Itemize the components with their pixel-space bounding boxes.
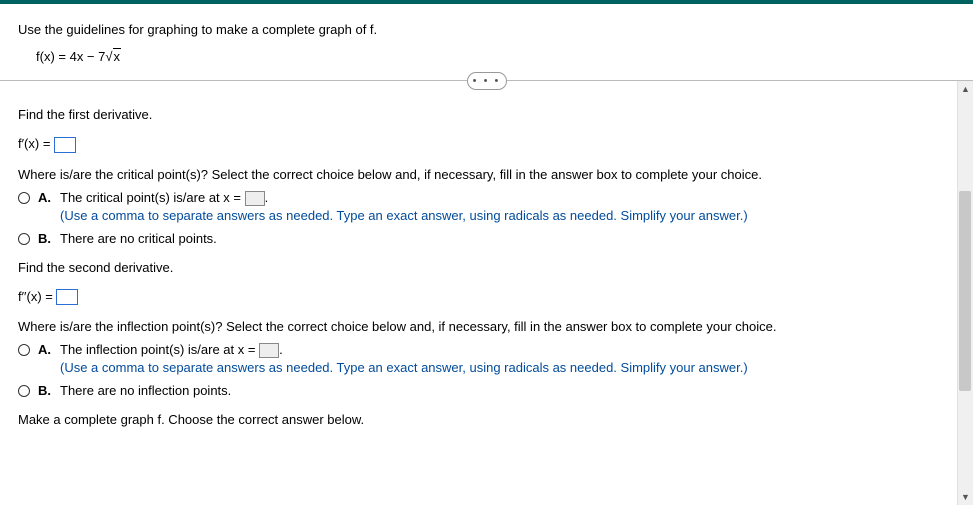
inflection-option-b-row: B. There are no inflection points. bbox=[18, 383, 955, 398]
critical-points-question: Where is/are the critical point(s)? Sele… bbox=[18, 167, 955, 182]
prompt-text: Use the guidelines for graphing to make … bbox=[18, 22, 955, 37]
first-derivative-title: Find the first derivative. bbox=[18, 107, 955, 122]
scroll-up-icon[interactable]: ▲ bbox=[961, 81, 970, 97]
inflection-option-a-suffix: . bbox=[279, 342, 283, 357]
scroll-thumb[interactable] bbox=[959, 191, 971, 391]
sqrt-radicand: x bbox=[113, 48, 122, 64]
second-derivative-title: Find the second derivative. bbox=[18, 260, 955, 275]
inflection-option-a-label: A. bbox=[38, 342, 54, 357]
function-definition: f(x) = 4x − 7 x bbox=[36, 49, 955, 64]
inflection-option-a-text: The inflection point(s) is/are at x = . … bbox=[60, 342, 955, 375]
inflection-option-a-row: A. The inflection point(s) is/are at x =… bbox=[18, 342, 955, 375]
f-prime-lhs: f′(x) = bbox=[18, 136, 54, 151]
inflection-option-b-text: There are no inflection points. bbox=[60, 383, 955, 398]
inflection-points-question: Where is/are the inflection point(s)? Se… bbox=[18, 319, 955, 334]
critical-option-a-main: The critical point(s) is/are at x = bbox=[60, 190, 245, 205]
question-header: Use the guidelines for graphing to make … bbox=[0, 4, 973, 81]
inflection-option-a-input[interactable] bbox=[259, 343, 279, 358]
critical-option-a-label: A. bbox=[38, 190, 54, 205]
assignment-page: Use the guidelines for graphing to make … bbox=[0, 0, 973, 528]
second-derivative-expression: f′′(x) = bbox=[18, 289, 955, 306]
inflection-option-a-hint: (Use a comma to separate answers as need… bbox=[60, 360, 955, 375]
scroll-down-icon[interactable]: ▼ bbox=[961, 489, 970, 505]
function-prefix: f(x) = 4x − 7 bbox=[36, 49, 105, 64]
critical-option-a-suffix: . bbox=[265, 190, 269, 205]
critical-option-a-row: A. The critical point(s) is/are at x = .… bbox=[18, 190, 955, 223]
graph-question: Make a complete graph f. Choose the corr… bbox=[18, 412, 955, 427]
scrollbar[interactable]: ▲ ▼ bbox=[957, 81, 973, 505]
critical-option-b-text: There are no critical points. bbox=[60, 231, 955, 246]
critical-option-a-hint: (Use a comma to separate answers as need… bbox=[60, 208, 955, 223]
f-double-prime-input[interactable] bbox=[56, 289, 78, 305]
scroll-content: Find the first derivative. f′(x) = Where… bbox=[0, 81, 973, 505]
critical-option-b-radio[interactable] bbox=[18, 233, 30, 245]
critical-option-a-text: The critical point(s) is/are at x = . (U… bbox=[60, 190, 955, 223]
body-area: Find the first derivative. f′(x) = Where… bbox=[0, 81, 973, 505]
critical-option-b-row: B. There are no critical points. bbox=[18, 231, 955, 246]
f-prime-input[interactable] bbox=[54, 137, 76, 153]
first-derivative-expression: f′(x) = bbox=[18, 136, 955, 153]
critical-option-a-radio[interactable] bbox=[18, 192, 30, 204]
inflection-option-b-radio[interactable] bbox=[18, 385, 30, 397]
f-double-prime-lhs: f′′(x) = bbox=[18, 289, 56, 304]
inflection-option-a-main: The inflection point(s) is/are at x = bbox=[60, 342, 259, 357]
inflection-option-a-radio[interactable] bbox=[18, 344, 30, 356]
critical-option-a-input[interactable] bbox=[245, 191, 265, 206]
inflection-option-b-label: B. bbox=[38, 383, 54, 398]
critical-option-b-label: B. bbox=[38, 231, 54, 246]
sqrt-symbol: x bbox=[105, 49, 121, 64]
